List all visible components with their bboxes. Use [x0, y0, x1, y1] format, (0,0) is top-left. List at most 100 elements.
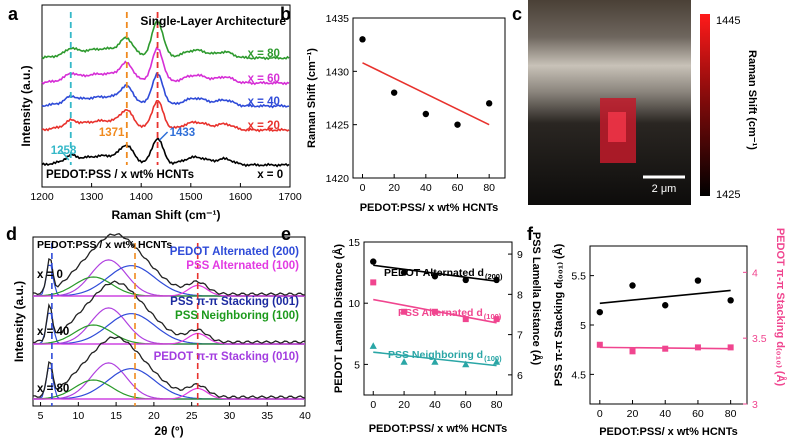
panel-a-series-line [41, 99, 290, 133]
panel-a-xtick-label: 1400 [130, 191, 154, 203]
panel-d-xtick-label: 30 [224, 410, 236, 422]
panel-d-trace [32, 232, 306, 296]
panel-d-trace [32, 280, 306, 344]
panel-a-peak-label: 1258 [51, 145, 77, 157]
panel-d-xtick-label: 25 [186, 410, 198, 422]
panel-e-ylabel: PEDOT Lamella Distance (Å) [332, 244, 345, 393]
panel-d-xtick-label: 20 [148, 410, 160, 422]
panel-f-ytick-label: 5 [580, 320, 586, 332]
panel-b-xtick-label: 40 [420, 182, 432, 194]
panel-e-xtick-label: 40 [429, 399, 441, 411]
panel-f-fit-line [599, 289, 731, 305]
panel-letter-b: b [280, 4, 291, 24]
panel-e-ytick-label: 10 [348, 298, 360, 310]
panel-f-point [662, 302, 669, 309]
panel-e-right-ytick-label: 9 [517, 249, 523, 261]
panel-f-xtick-label: 0 [597, 408, 603, 420]
panel-e-series-subscript: (100) [484, 354, 502, 363]
panel-a-xlabel: Raman Shift (cm⁻¹) [111, 208, 220, 222]
panel-a-peak-label: 1371 [99, 127, 125, 139]
panel-a-peak-arrow [60, 149, 70, 161]
panel-d-xlabel: 2θ (°) [154, 424, 183, 438]
panel-a-series-line [41, 46, 290, 86]
panel-d-fit-component [33, 284, 305, 297]
panel-f-right-ytick-label: 4 [752, 267, 758, 279]
panel-a-xtick-label: 1500 [179, 191, 203, 203]
panel-b-xtick-label: 60 [452, 182, 464, 194]
panel-b-xtick-label: 20 [388, 182, 400, 194]
panel-e-series-label: PEDOT Alternated d [384, 267, 484, 279]
panel-e-right-ytick-label: 6 [517, 370, 523, 382]
panel-d-trace-label: x = 80 [37, 383, 69, 395]
panel-a-series-label: x = 80 [248, 48, 280, 60]
panel-e-point [369, 342, 377, 349]
panel-b-point [390, 89, 398, 96]
panel-d-plot-area [32, 236, 306, 407]
panel-a-xtick-label: 1600 [229, 191, 253, 203]
panel-a-series-prefix: PEDOT:PSS / x wt% HCNTs [46, 169, 194, 181]
panel-e-xtick-label: 20 [398, 399, 410, 411]
panel-e-point [462, 360, 470, 368]
panel-d-xtick-label: 15 [110, 410, 122, 422]
panel-f-xtick-label: 20 [627, 408, 639, 420]
panel-f-point [727, 297, 734, 304]
panel-a-xtick-label: 1200 [30, 191, 54, 203]
panel-b-fit-line [362, 62, 490, 126]
panel-d-peak-assignment: PEDOT Alternated (200) [170, 246, 299, 258]
panel-a-series-label: x = 40 [248, 96, 280, 108]
panel-e-point [431, 273, 439, 280]
panel-a-peak-label: 1433 [170, 127, 196, 139]
panel-a-series-line [41, 72, 290, 109]
panel-e-point [400, 358, 408, 365]
panel-f-xlabel: PEDOT:PSS/ x wt% HCNTs [599, 426, 738, 438]
panel-d-trace-label: x = 0 [37, 269, 63, 281]
panel-e-point [401, 308, 408, 315]
panel-b-point [359, 36, 366, 43]
panel-d-fit-component [32, 276, 305, 297]
panel-d-xtick-label: 35 [261, 410, 273, 422]
panel-f-point [596, 308, 604, 316]
panel-e-right-ytick-label: 8 [517, 289, 523, 301]
panel-e-xlabel: PEDOT:PSS/ x wt% HCNTs [369, 423, 508, 435]
panel-e-point [462, 276, 469, 284]
panel-a-plot-area [41, 4, 291, 188]
panel-a-series-line [41, 19, 290, 61]
panel-letter-e: e [281, 224, 291, 244]
panel-c-scalebar-label: 2 μm [652, 183, 677, 195]
panel-e-right-ytick-label: 7 [517, 330, 523, 342]
panel-f-ytick-label: 5.5 [571, 271, 586, 283]
panel-e-point [431, 358, 439, 365]
panel-f-plot-area [589, 245, 748, 405]
panel-e-point [370, 258, 377, 265]
panel-f-right-ytick-label: 3.5 [752, 333, 767, 345]
panel-a-series-line [41, 137, 290, 168]
panel-f-point [596, 341, 603, 348]
panel-d-peak-assignment: PEDOT π-π Stacking (010) [154, 351, 300, 363]
panel-e-xtick-label: 0 [370, 399, 376, 411]
panel-c-raman-map-hotspot [608, 112, 626, 142]
panel-d-xtick-label: 10 [72, 410, 84, 422]
panel-f-right-ytick-label: 3 [752, 399, 758, 411]
panel-d-peak-assignment: PSS π-π Stacking (001) [170, 296, 299, 308]
panel-a-series-label: x = 0 [257, 169, 283, 181]
panel-d-fit-component [33, 332, 305, 345]
panel-b-ytick-label: 1425 [326, 120, 350, 132]
panel-f-point [629, 348, 636, 355]
panel-b-ytick-label: 1435 [326, 13, 350, 25]
panel-d-fit-component [33, 362, 305, 400]
panel-d-ylabel: Intensity (a.u.) [12, 281, 26, 362]
panel-e-ylabel-right: PSS Lamella Distance (Å) [530, 232, 543, 366]
panel-b-plot-area [352, 17, 506, 179]
panel-e-point [370, 279, 377, 286]
panel-b-xtick-label: 0 [360, 182, 366, 194]
panel-c-colorbar-min: 1425 [716, 189, 740, 201]
panel-d-peak-assignment: PSS Alternated (100) [186, 260, 299, 272]
panel-b-xtick-label: 80 [483, 182, 495, 194]
panel-e-series-subscript: (100) [484, 312, 502, 321]
panel-f-xtick-label: 80 [725, 408, 737, 420]
panel-e-plot-area [363, 241, 513, 396]
panel-a-peak-arrow [159, 131, 169, 141]
panel-e-point [462, 316, 469, 323]
panel-d-xtick-label: 40 [299, 410, 311, 422]
